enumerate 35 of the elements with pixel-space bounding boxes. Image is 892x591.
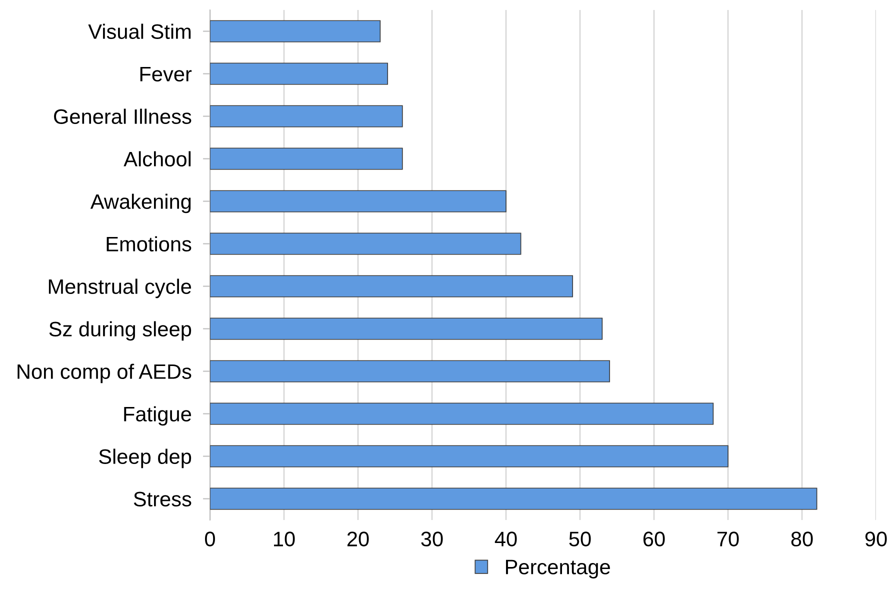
x-tick-label: 10 — [274, 532, 295, 546]
y-tick-label: Stress — [134, 492, 192, 507]
x-tick-label: 60 — [643, 532, 665, 546]
x-tick-label: 90 — [865, 532, 887, 546]
y-tick-label: Awakening — [90, 194, 191, 214]
y-tick-label: Sleep dep — [99, 448, 192, 468]
legend-label: Percentage — [506, 560, 610, 578]
bar — [210, 20, 381, 42]
bar — [210, 62, 388, 85]
y-tick-label: Alchool — [124, 151, 191, 167]
x-tick-label: 80 — [791, 532, 813, 546]
y-tick-label: Fatigue — [124, 406, 192, 426]
x-tick-label: 20 — [347, 532, 369, 546]
y-tick-label: Fever — [140, 66, 192, 82]
y-tick-label: Emotions — [106, 236, 192, 252]
bar — [210, 275, 574, 298]
bar — [210, 190, 506, 212]
bar — [210, 232, 522, 255]
x-tick-label: 0 — [205, 532, 215, 546]
bar — [210, 445, 728, 468]
y-tick-label: Sz during sleep — [49, 321, 192, 341]
y-tick-label: Menstrual cycle — [48, 278, 192, 298]
x-tick-label: 70 — [717, 532, 739, 546]
y-tick-label: Visual Stim — [88, 24, 191, 40]
y-tick-label: General Illness — [54, 108, 192, 124]
bar — [210, 488, 818, 510]
bar — [210, 148, 403, 170]
bar — [210, 105, 403, 128]
y-tick-label: Non comp of AEDs — [18, 364, 192, 384]
bar — [210, 402, 714, 425]
x-tick-label: 30 — [421, 532, 443, 546]
x-tick-label: 50 — [569, 532, 591, 546]
x-tick-label: 40 — [494, 532, 517, 546]
bar — [210, 318, 603, 340]
bar — [210, 360, 610, 382]
